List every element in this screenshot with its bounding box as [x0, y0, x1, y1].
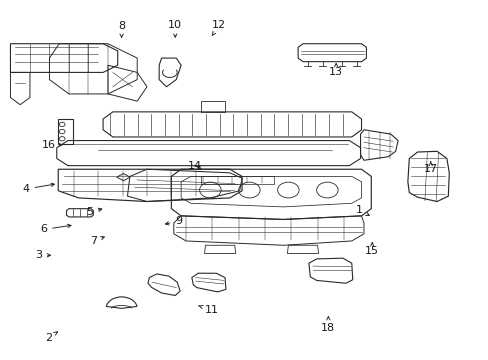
Text: 16: 16 [41, 140, 62, 150]
Text: 8: 8 [118, 21, 125, 37]
Text: 14: 14 [187, 161, 202, 171]
Text: 12: 12 [212, 20, 226, 35]
Text: 10: 10 [168, 20, 182, 37]
Text: 9: 9 [165, 216, 182, 226]
Text: 7: 7 [90, 236, 104, 246]
Text: 13: 13 [328, 63, 343, 77]
Text: 18: 18 [321, 316, 335, 333]
Text: 4: 4 [22, 183, 54, 194]
Text: 17: 17 [423, 162, 437, 174]
Text: 6: 6 [40, 224, 71, 234]
Text: 15: 15 [365, 243, 379, 256]
Text: 2: 2 [45, 332, 58, 343]
Text: 3: 3 [35, 250, 50, 260]
Text: 11: 11 [199, 305, 218, 315]
Text: 5: 5 [86, 207, 102, 217]
Text: 1: 1 [355, 206, 368, 216]
